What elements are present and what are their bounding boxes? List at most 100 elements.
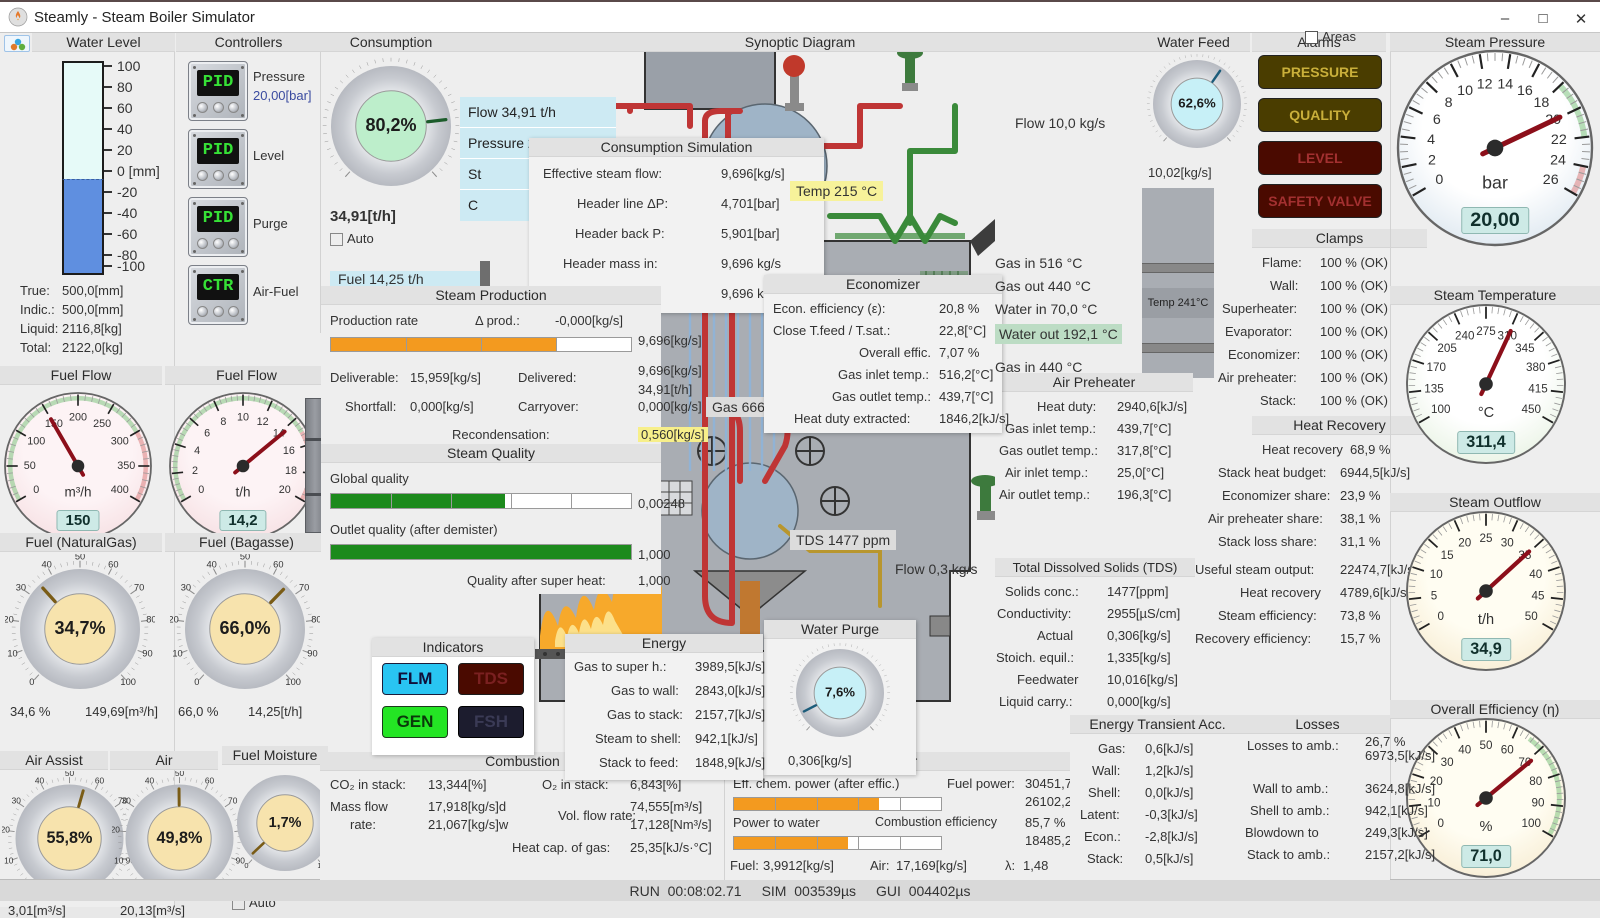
- svg-text:275: 275: [1476, 325, 1495, 338]
- svg-text:80: 80: [311, 614, 320, 624]
- svg-text:6: 6: [204, 428, 210, 440]
- svg-text:80: 80: [146, 614, 155, 624]
- svg-text:60: 60: [205, 775, 215, 785]
- svg-text:10: 10: [1430, 568, 1443, 581]
- svg-text:8: 8: [220, 416, 226, 428]
- svg-text:40: 40: [1458, 743, 1471, 756]
- svg-text:0: 0: [194, 677, 199, 687]
- svg-text:350: 350: [117, 460, 135, 472]
- svg-text:7,6%: 7,6%: [825, 684, 855, 699]
- svg-text:240: 240: [1455, 329, 1475, 342]
- svg-text:90: 90: [307, 649, 317, 659]
- svg-text:20: 20: [5, 614, 14, 624]
- svg-text:80: 80: [1529, 775, 1542, 788]
- svg-text:170: 170: [1427, 361, 1447, 374]
- svg-text:200: 200: [69, 412, 87, 424]
- svg-text:90: 90: [1531, 797, 1544, 810]
- svg-text:205: 205: [1437, 342, 1456, 355]
- svg-text:-40: -40: [117, 205, 137, 221]
- svg-text:16: 16: [1517, 83, 1533, 99]
- svg-text:10: 10: [1457, 83, 1473, 99]
- svg-text:%: %: [1480, 819, 1493, 835]
- svg-text:0: 0: [244, 861, 248, 870]
- svg-text:14: 14: [1497, 76, 1513, 92]
- svg-text:24: 24: [1550, 153, 1566, 169]
- svg-text:-60: -60: [117, 226, 137, 242]
- svg-text:0: 0: [198, 484, 204, 496]
- svg-text:50: 50: [240, 554, 250, 561]
- svg-text:5: 5: [1431, 590, 1437, 603]
- svg-text:90: 90: [142, 649, 152, 659]
- svg-text:10: 10: [4, 855, 14, 865]
- svg-text:300: 300: [111, 436, 129, 448]
- svg-text:18: 18: [1533, 95, 1549, 111]
- svg-text:45: 45: [1531, 590, 1544, 603]
- svg-text:0 [mm]: 0 [mm]: [117, 163, 160, 179]
- svg-text:°C: °C: [1478, 405, 1494, 421]
- svg-text:2: 2: [192, 465, 198, 477]
- svg-text:100: 100: [1431, 403, 1451, 416]
- svg-text:100: 100: [27, 436, 45, 448]
- svg-text:60: 60: [108, 560, 118, 570]
- svg-text:60: 60: [117, 100, 133, 116]
- svg-text:50: 50: [24, 460, 36, 472]
- svg-text:30: 30: [122, 796, 132, 806]
- svg-text:10: 10: [1428, 797, 1441, 810]
- svg-text:t/h: t/h: [1478, 612, 1494, 628]
- svg-text:62,6%: 62,6%: [1178, 95, 1216, 110]
- svg-text:0: 0: [1437, 817, 1444, 830]
- svg-text:22: 22: [1551, 132, 1567, 148]
- svg-text:60: 60: [273, 560, 283, 570]
- svg-text:26: 26: [1543, 172, 1559, 188]
- svg-text:49,8%: 49,8%: [157, 829, 203, 847]
- svg-text:20: 20: [2, 825, 10, 835]
- svg-text:70: 70: [299, 582, 309, 592]
- svg-text:25: 25: [1480, 532, 1493, 545]
- svg-text:4: 4: [1427, 132, 1435, 148]
- svg-text:m³/h: m³/h: [65, 485, 92, 500]
- svg-text:30: 30: [1441, 756, 1454, 769]
- svg-text:30: 30: [181, 582, 191, 592]
- svg-text:20: 20: [117, 142, 133, 158]
- svg-text:t/h: t/h: [235, 485, 250, 500]
- svg-text:bar: bar: [1482, 173, 1508, 193]
- svg-text:10: 10: [172, 649, 182, 659]
- svg-text:-100: -100: [117, 258, 145, 271]
- svg-text:-20: -20: [117, 184, 137, 200]
- svg-text:50: 50: [1480, 739, 1493, 752]
- svg-text:450: 450: [1522, 403, 1542, 416]
- svg-text:60: 60: [95, 775, 105, 785]
- svg-text:50: 50: [75, 554, 85, 561]
- svg-text:66,0%: 66,0%: [219, 618, 270, 638]
- svg-text:100: 100: [1522, 817, 1542, 830]
- svg-text:1,7%: 1,7%: [269, 815, 302, 831]
- svg-text:345: 345: [1515, 342, 1534, 355]
- svg-text:34,7%: 34,7%: [54, 618, 105, 638]
- svg-text:40: 40: [117, 121, 133, 137]
- svg-text:18: 18: [285, 465, 297, 477]
- svg-text:0: 0: [29, 677, 34, 687]
- svg-text:12: 12: [257, 416, 269, 428]
- svg-text:40: 40: [41, 560, 51, 570]
- svg-text:6: 6: [1433, 112, 1441, 128]
- svg-text:100: 100: [117, 61, 141, 74]
- svg-text:12: 12: [1477, 76, 1493, 92]
- svg-text:55,8%: 55,8%: [47, 829, 93, 847]
- svg-text:20: 20: [279, 484, 291, 496]
- svg-text:135: 135: [1424, 383, 1443, 396]
- svg-text:40: 40: [145, 775, 155, 785]
- svg-text:20: 20: [1458, 536, 1471, 549]
- svg-text:100: 100: [120, 677, 136, 687]
- svg-text:80,2%: 80,2%: [365, 115, 416, 135]
- svg-text:80: 80: [117, 79, 133, 95]
- svg-text:10: 10: [237, 412, 249, 424]
- svg-text:8: 8: [1445, 95, 1453, 111]
- svg-text:20: 20: [112, 825, 120, 835]
- svg-text:4: 4: [194, 445, 200, 457]
- svg-text:16: 16: [283, 445, 295, 457]
- svg-text:0: 0: [33, 484, 39, 496]
- svg-text:50: 50: [1525, 610, 1538, 623]
- svg-text:415: 415: [1528, 383, 1547, 396]
- svg-text:10: 10: [7, 649, 17, 659]
- svg-text:0: 0: [1435, 172, 1443, 188]
